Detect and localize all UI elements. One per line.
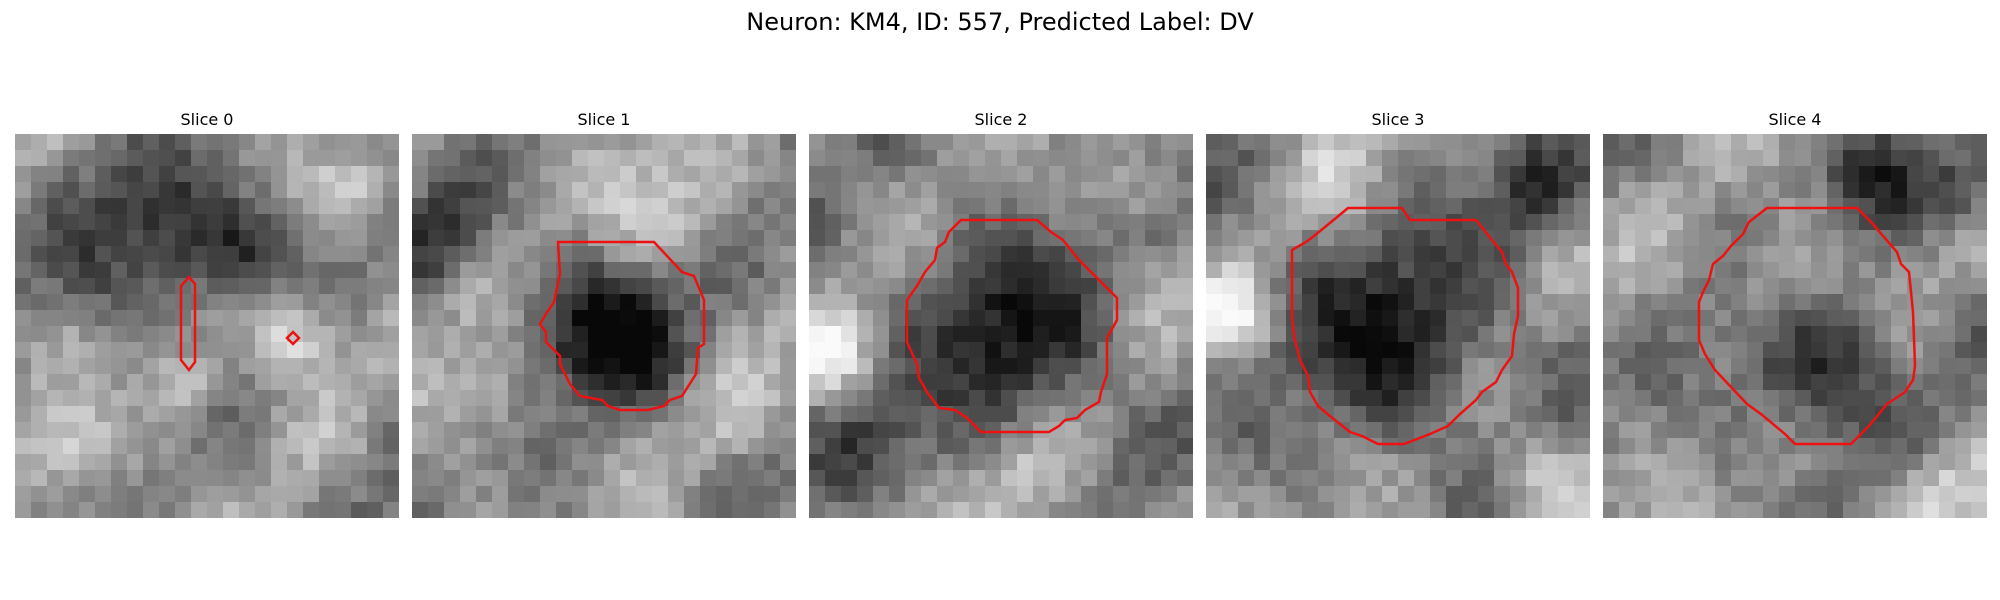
slice-image-0	[15, 134, 399, 518]
slice-panel-3: Slice 3	[1206, 106, 1590, 518]
slice-title-3: Slice 3	[1371, 110, 1425, 129]
slice-panel-2: Slice 2	[809, 106, 1193, 518]
grayscale-tile-4	[1603, 134, 1987, 518]
figure-title: Neuron: KM4, ID: 557, Predicted Label: D…	[746, 8, 1254, 36]
slice-title-4: Slice 4	[1768, 110, 1822, 129]
slice-image-4	[1603, 134, 1987, 518]
slice-title-2: Slice 2	[974, 110, 1028, 129]
grayscale-tile-1	[412, 134, 796, 518]
grayscale-tile-2	[809, 134, 1193, 518]
slice-image-1	[412, 134, 796, 518]
slice-panel-4: Slice 4	[1603, 106, 1987, 518]
slice-panel-1: Slice 1	[412, 106, 796, 518]
slice-image-3	[1206, 134, 1590, 518]
slice-panel-0: Slice 0	[15, 106, 399, 518]
grayscale-tile-3	[1206, 134, 1590, 518]
slice-title-1: Slice 1	[577, 110, 631, 129]
slice-image-2	[809, 134, 1193, 518]
grayscale-tile-0	[15, 134, 399, 518]
slice-title-0: Slice 0	[180, 110, 234, 129]
